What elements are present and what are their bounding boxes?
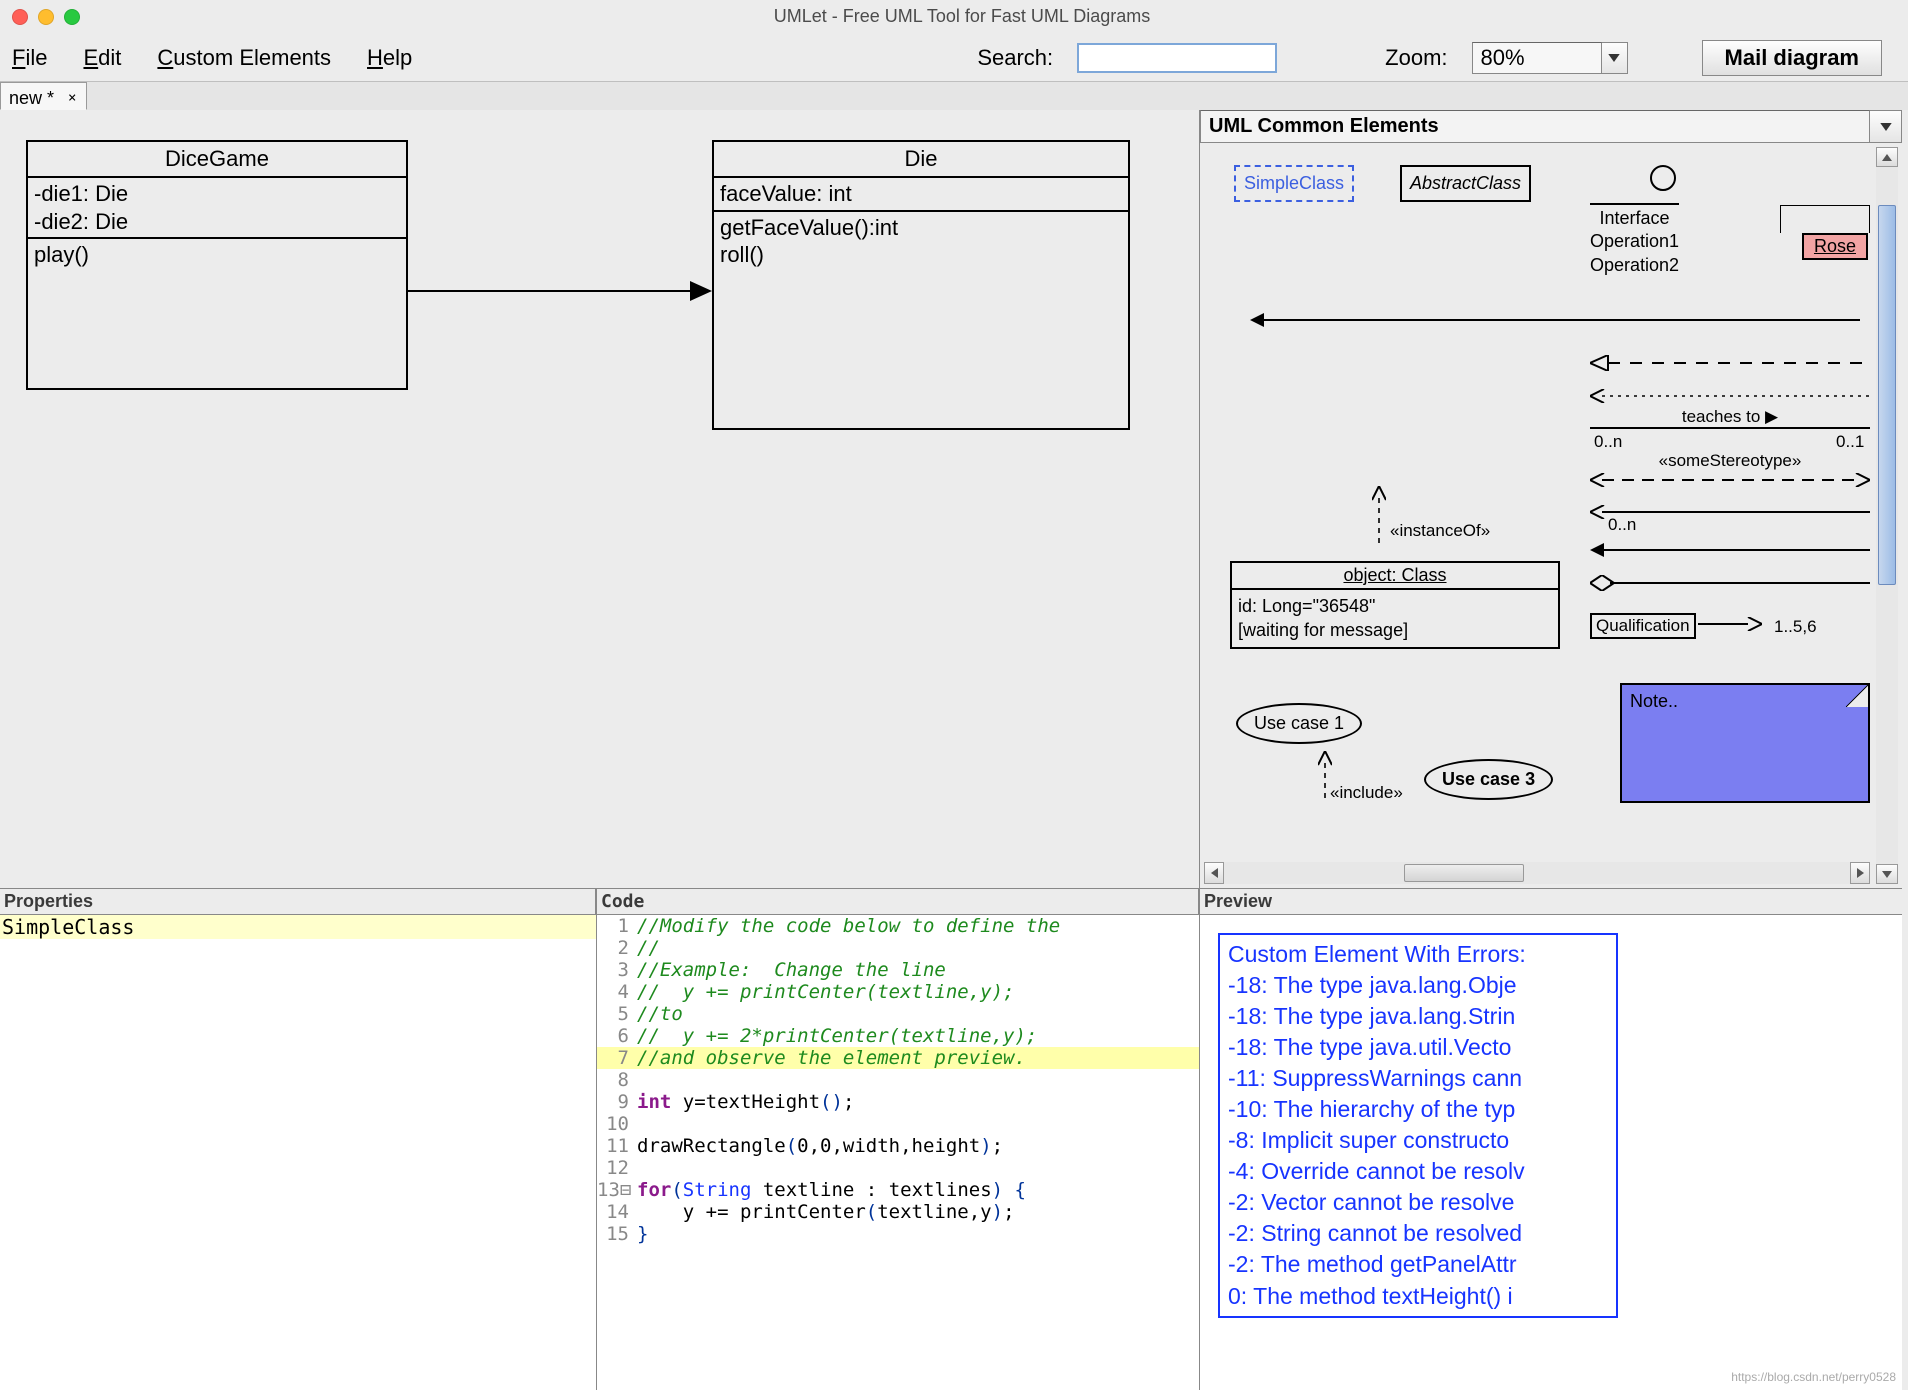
- palette-qualification[interactable]: Qualification: [1590, 613, 1696, 639]
- palette-rose[interactable]: Rose: [1802, 233, 1868, 260]
- palette-mult-0n: 0..n: [1608, 515, 1636, 535]
- mail-diagram-button[interactable]: Mail diagram: [1702, 40, 1882, 76]
- palette-abstractclass[interactable]: AbstractClass: [1400, 165, 1531, 202]
- palette-object-box[interactable]: object: Class id: Long="36548"[waiting f…: [1230, 561, 1560, 649]
- palette-usecase-1[interactable]: Use case 1: [1236, 703, 1362, 744]
- preview-title: Preview: [1200, 888, 1902, 915]
- tab-close-icon[interactable]: ×: [68, 90, 76, 106]
- palette-arrow-diamond[interactable]: [1590, 575, 1870, 591]
- palette-interface-circle-icon[interactable]: [1650, 165, 1676, 191]
- close-window-button[interactable]: [12, 9, 28, 25]
- palette-instanceof-label: «instanceOf»: [1390, 521, 1490, 541]
- palette-mult-0n-left: 0..n: [1594, 432, 1622, 452]
- class-operations: getFaceValue():introll(): [714, 212, 1128, 271]
- preview-error-box: Custom Element With Errors:-18: The type…: [1218, 933, 1618, 1318]
- watermark: https://blog.csdn.net/perry0528: [1731, 1370, 1896, 1384]
- palette-body[interactable]: SimpleClass AbstractClass Interface Oper…: [1200, 143, 1902, 888]
- scroll-down-button[interactable]: [1876, 864, 1898, 884]
- zoom-dropdown-button[interactable]: [1602, 42, 1628, 74]
- properties-panel: Properties SimpleClass: [0, 888, 597, 1390]
- document-tab[interactable]: new * ×: [0, 82, 87, 110]
- hscroll-thumb[interactable]: [1404, 864, 1524, 882]
- class-name: Die: [714, 142, 1128, 178]
- palette-vertical-scrollbar[interactable]: [1876, 147, 1898, 884]
- palette-dropdown-button[interactable]: [1870, 110, 1902, 143]
- uml-class-dicegame[interactable]: DiceGame -die1: Die-die2: Die play(): [26, 140, 408, 390]
- preview-panel: Preview Custom Element With Errors:-18: …: [1200, 888, 1902, 1390]
- tab-strip: new * ×: [0, 82, 1908, 110]
- palette-interface-labels[interactable]: Interface Operation1 Operation2: [1590, 203, 1679, 277]
- uml-class-die[interactable]: Die faceValue: int getFaceValue():introl…: [712, 140, 1130, 430]
- code-panel: Code 1//Modify the code below to define …: [597, 888, 1200, 1390]
- menu-custom-elements[interactable]: Custom Elements: [151, 43, 337, 73]
- code-title: Code: [597, 888, 1199, 915]
- palette-title[interactable]: UML Common Elements: [1200, 110, 1870, 143]
- menubar: File Edit Custom Elements Help Search: Z…: [0, 34, 1908, 82]
- scroll-thumb[interactable]: [1878, 205, 1896, 585]
- search-label: Search:: [977, 45, 1053, 71]
- palette-arrow-dashed-triangle[interactable]: [1590, 355, 1870, 371]
- note-fold-icon: [1846, 685, 1868, 707]
- menu-file[interactable]: File: [6, 43, 53, 73]
- palette-arrow-dotted[interactable]: [1590, 389, 1870, 403]
- palette-horizontal-scrollbar[interactable]: [1204, 862, 1870, 884]
- scroll-left-button[interactable]: [1204, 862, 1224, 884]
- palette-qualification-arrow-icon: [1698, 617, 1762, 631]
- menu-edit[interactable]: Edit: [77, 43, 127, 73]
- scroll-right-button[interactable]: [1850, 862, 1870, 884]
- window-title: UMLet - Free UML Tool for Fast UML Diagr…: [80, 6, 1844, 27]
- palette-panel: UML Common Elements SimpleClass Abstract…: [1200, 110, 1902, 888]
- search-input[interactable]: [1077, 43, 1277, 73]
- class-attributes: -die1: Die-die2: Die: [28, 178, 406, 239]
- palette-instanceof-arrow-icon[interactable]: [1372, 486, 1386, 546]
- tab-label: new *: [9, 88, 54, 109]
- diagram-canvas[interactable]: DiceGame -die1: Die-die2: Die play() Die…: [0, 110, 1200, 888]
- class-attributes: faceValue: int: [714, 178, 1128, 212]
- minimize-window-button[interactable]: [38, 9, 54, 25]
- palette-arrow-dashed-double[interactable]: [1590, 473, 1870, 487]
- palette-usecase-3[interactable]: Use case 3: [1424, 759, 1553, 800]
- palette-object-title: object: Class: [1343, 565, 1446, 585]
- menu-help[interactable]: Help: [361, 43, 418, 73]
- properties-text[interactable]: SimpleClass: [0, 915, 596, 939]
- zoom-label: Zoom:: [1385, 45, 1447, 71]
- palette-rose-container: [1780, 205, 1870, 233]
- zoom-value[interactable]: 80%: [1472, 42, 1602, 74]
- palette-stereotype-label: «someStereotype»: [1590, 451, 1870, 471]
- palette-note[interactable]: Note..: [1620, 683, 1870, 803]
- code-editor[interactable]: 1//Modify the code below to define the2/…: [597, 915, 1199, 1245]
- titlebar: UMLet - Free UML Tool for Fast UML Diagr…: [0, 0, 1908, 34]
- palette-arrow-solid-2[interactable]: [1590, 543, 1870, 557]
- palette-teaches-label[interactable]: teaches to ▶: [1590, 405, 1870, 429]
- palette-arrow-solid[interactable]: [1250, 313, 1860, 327]
- palette-mult-01: 0..1: [1836, 432, 1864, 452]
- maximize-window-button[interactable]: [64, 9, 80, 25]
- traffic-lights: [12, 9, 80, 25]
- association-arrow-icon: [690, 281, 712, 301]
- palette-simpleclass[interactable]: SimpleClass: [1234, 165, 1354, 202]
- class-operations: play(): [28, 239, 406, 271]
- scroll-up-button[interactable]: [1876, 147, 1898, 167]
- properties-title: Properties: [0, 888, 596, 915]
- palette-object-body: id: Long="36548"[waiting for message]: [1232, 590, 1558, 647]
- note-text: Note..: [1622, 685, 1868, 718]
- palette-include-label: «include»: [1330, 783, 1403, 803]
- association-line[interactable]: [408, 290, 694, 292]
- class-name: DiceGame: [28, 142, 406, 178]
- palette-range-label: 1..5,6: [1774, 617, 1817, 637]
